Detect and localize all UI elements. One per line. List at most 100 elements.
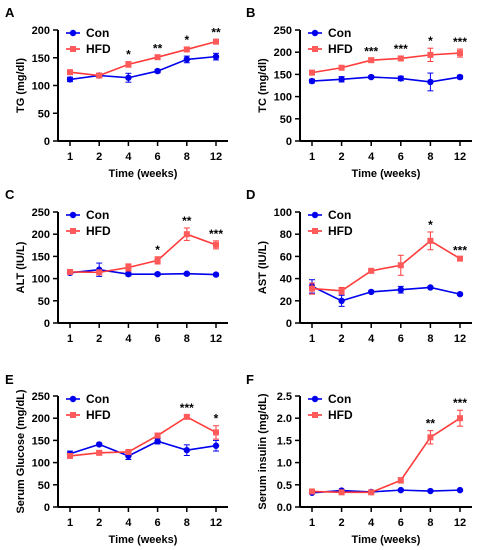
y-tick-label: 50 (38, 108, 50, 120)
data-point (183, 231, 190, 238)
y-axis-title: AST (IU/L) (257, 241, 269, 294)
legend-marker-hfd (312, 412, 318, 418)
data-point (368, 489, 375, 496)
series-hfd (309, 47, 463, 76)
legend-label-con: Con (86, 392, 109, 406)
x-tick-label: 6 (398, 517, 404, 529)
y-tick-label: 80 (280, 229, 292, 241)
legend-label-hfd: HFD (328, 224, 353, 238)
significance-marker: * (184, 33, 189, 47)
x-tick-label: 4 (125, 151, 132, 163)
data-point (368, 288, 375, 296)
data-point (212, 442, 220, 449)
x-tick-label: 1 (309, 151, 315, 163)
data-point (309, 69, 315, 76)
y-tick-label: 0 (286, 318, 292, 330)
y-tick-label: 250 (32, 391, 50, 403)
data-point (67, 268, 73, 275)
x-tick-label: 8 (427, 333, 433, 345)
x-tick-label: 4 (368, 517, 375, 529)
significance-marker: *** (453, 244, 467, 258)
legend-label-hfd: HFD (86, 224, 111, 238)
legend-marker-con (311, 29, 319, 37)
data-point (309, 488, 315, 495)
data-point (338, 287, 345, 294)
significance-marker: ** (153, 42, 163, 56)
y-tick-label: 200 (274, 47, 292, 59)
series-line (311, 52, 461, 74)
x-tick-label: 8 (184, 517, 190, 529)
data-point (368, 267, 375, 274)
data-point (212, 53, 220, 60)
panel-letter: F (246, 372, 254, 387)
data-point (308, 77, 316, 85)
x-tick-label: 2 (339, 333, 345, 345)
legend-label-hfd: HFD (328, 42, 353, 56)
series-line (69, 55, 217, 81)
legend-label-con: Con (328, 392, 351, 406)
series-hfd (67, 38, 219, 79)
significance-marker: ** (182, 214, 192, 228)
data-point (183, 270, 190, 277)
y-tick-label: 2.0 (277, 413, 292, 425)
y-tick-label: 0.0 (277, 502, 292, 514)
series-con (308, 279, 464, 307)
x-tick-label: 8 (427, 151, 433, 163)
data-point (397, 286, 404, 293)
y-tick-label: 50 (38, 296, 50, 308)
y-tick-label: 250 (32, 207, 50, 219)
y-tick-label: 0 (44, 318, 50, 330)
y-tick-label: 0 (44, 136, 50, 148)
legend-label-hfd: HFD (328, 408, 353, 422)
legend-marker-hfd (312, 46, 318, 52)
data-point (427, 434, 434, 441)
data-point (183, 56, 190, 63)
series-line (69, 233, 217, 274)
legend-marker-con (311, 395, 319, 403)
panel-letter: B (246, 5, 255, 20)
x-axis-title: Time (weeks) (352, 168, 421, 180)
series-con (308, 72, 464, 92)
significance-marker: * (428, 34, 433, 48)
y-tick-label: 100 (32, 81, 50, 93)
x-tick-label: 12 (454, 151, 466, 163)
data-point (96, 449, 103, 456)
y-tick-label: 200 (32, 25, 50, 37)
significance-marker: *** (453, 396, 467, 410)
x-tick-label: 6 (155, 151, 161, 163)
x-tick-label: 4 (368, 333, 375, 345)
legend-label-con: Con (86, 26, 109, 40)
data-point (96, 269, 103, 276)
significance-marker: *** (180, 401, 194, 415)
legend-label-con: Con (328, 26, 351, 40)
y-tick-label: 150 (32, 53, 50, 65)
x-tick-label: 1 (67, 333, 73, 345)
x-tick-label: 2 (96, 517, 102, 529)
y-tick-label: 100 (32, 458, 50, 470)
data-point (456, 73, 464, 81)
significance-marker: * (155, 243, 160, 257)
y-axis-title: ALT (IU/L) (15, 241, 27, 293)
data-point (397, 55, 404, 62)
series-line (311, 417, 461, 494)
data-point (338, 64, 345, 71)
data-point (154, 67, 161, 75)
y-tick-label: 0.5 (277, 480, 292, 492)
legend-marker-con (311, 211, 319, 219)
data-point (213, 429, 219, 436)
data-point (397, 75, 404, 82)
data-point (67, 452, 73, 459)
x-tick-label: 6 (398, 151, 404, 163)
x-tick-label: 4 (125, 517, 132, 529)
y-tick-label: 0 (44, 502, 50, 514)
data-point (213, 241, 219, 248)
data-point (125, 61, 132, 68)
data-point (368, 73, 375, 81)
data-point (96, 441, 103, 448)
x-axis-title: Time (weeks) (352, 534, 421, 546)
